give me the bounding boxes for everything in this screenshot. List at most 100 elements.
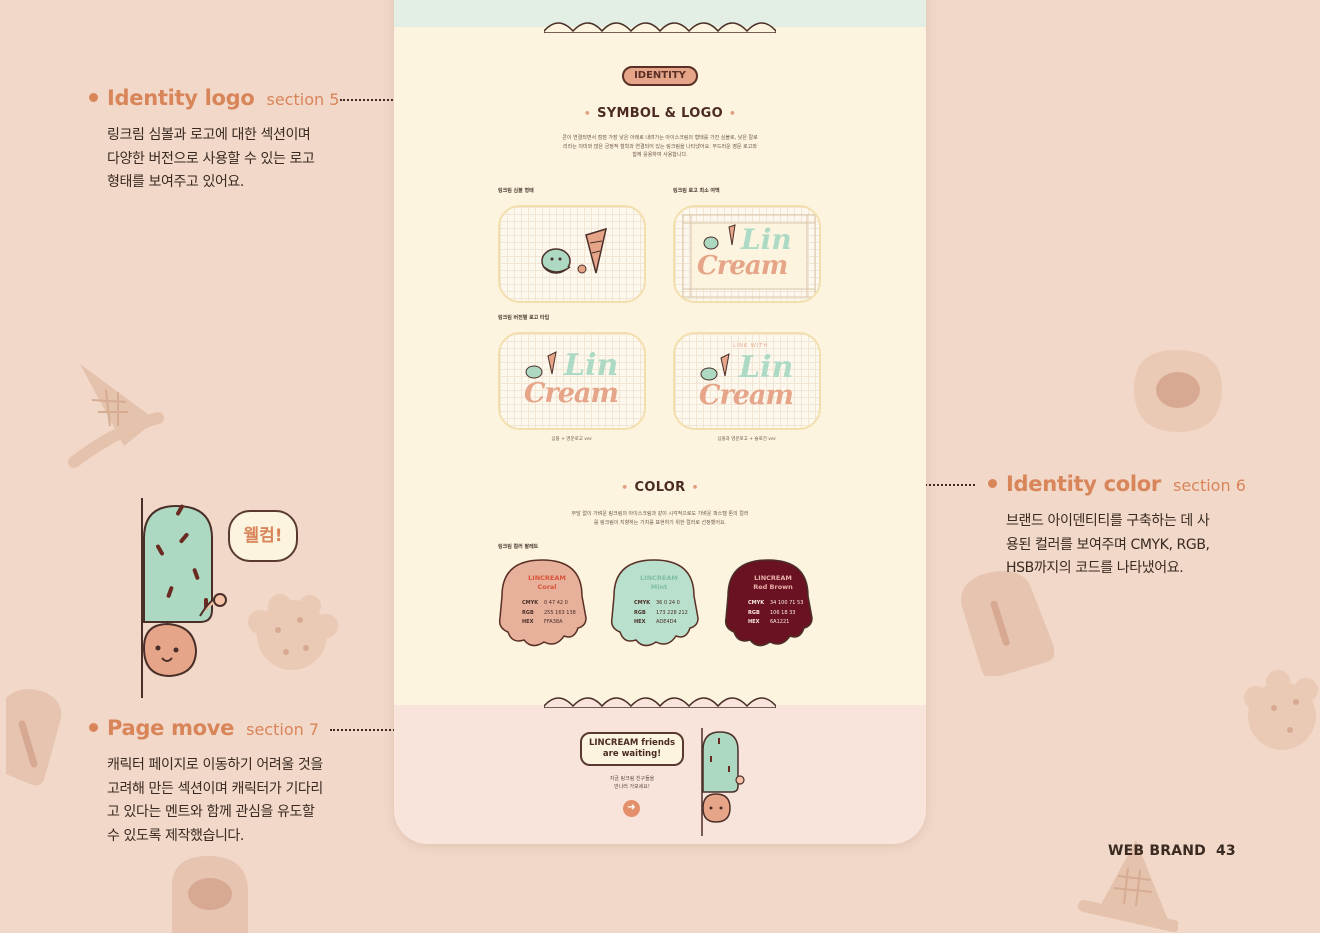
label-symbol: 링크림 심볼 형태 — [498, 188, 534, 194]
annotation-title: Page move — [107, 716, 235, 740]
logo-word-lin: Lin — [741, 223, 792, 256]
palette-red-brown-label: LINCREAM Red Brown — [728, 574, 818, 592]
palette-brand: LINCREAM — [640, 574, 678, 582]
logo-word-cream: Cream — [699, 380, 794, 411]
cmyk-value: 34 100 71 53 — [770, 600, 804, 606]
identity-pill: IDENTITY — [622, 66, 698, 86]
popsicle-decoration-icon — [6, 689, 62, 786]
mockup-bottom-band — [394, 705, 926, 844]
character-peek-icon — [141, 498, 227, 698]
cone-decoration-icon — [68, 364, 164, 468]
hex-value: FFA38A — [544, 619, 563, 625]
annotation-line: 다양한 버전으로 사용할 수 있는 로고 — [107, 150, 315, 167]
key-label: HEX — [634, 619, 646, 625]
friends-line-1: LINCREAM friends — [588, 738, 676, 748]
annotation-title: Identity logo — [107, 86, 255, 110]
section-title-symbol: • SYMBOL & LOGO • — [583, 106, 737, 121]
friends-line-2: are waiting! — [602, 749, 662, 759]
scoop-red-brown-icon — [724, 559, 813, 647]
bullet-dot — [988, 479, 997, 488]
annotation-line: 용된 컬러를 보여주며 CMYK, RGB, — [1006, 536, 1210, 553]
logo-min-space-card: Lin Cream — [673, 205, 821, 303]
caption-version-1: 심볼 + 영문로고 ver. — [551, 437, 593, 442]
palette-coral-hex: HEX FFA38A — [522, 619, 563, 625]
symbol-card — [498, 205, 646, 303]
logo-symbol-icon — [525, 351, 557, 379]
symbol-title: SYMBOL & LOGO — [597, 106, 723, 121]
palette-mint-rgb: RGB 173 228 212 — [634, 610, 688, 616]
cmyk-value: 36 0 24 0 — [656, 600, 680, 606]
bullet-dot — [89, 93, 98, 102]
go-to-characters-button[interactable]: ➜ — [623, 800, 640, 817]
annotation-line: 고 있다는 멘트와 함께 관심을 유도할 — [107, 804, 315, 820]
greeting-bubble: 웰컴! — [228, 510, 298, 562]
annotation-line: 링크림 심볼과 로고에 대한 섹션이며 — [107, 127, 311, 143]
cone-decoration-icon — [1078, 840, 1178, 932]
scoop-decoration-icon — [1134, 350, 1222, 432]
palette-brand: LINCREAM — [528, 574, 566, 582]
logo-word-cream: Cream — [524, 378, 619, 409]
invite-line-1: 지금 링크림 친구들을 — [609, 776, 655, 782]
label-palette: 링크림 컬러 팔레트 — [498, 544, 539, 550]
key-label: RGB — [748, 610, 760, 616]
hex-value: 6A1221 — [770, 619, 790, 625]
annotation-identity-color: Identity color section 6 브랜드 아이덴티티를 구축하는… — [988, 472, 1246, 581]
annotation-line: 고려해 만든 섹션이며 캐릭터가 기다리 — [107, 780, 323, 797]
palette-coral-label: LINCREAM Coral — [502, 574, 592, 592]
palette-red-brown-hex: HEX 6A1221 — [748, 619, 789, 625]
rgb-value: 255 163 138 — [544, 610, 576, 616]
footer-brand: WEB BRAND 43 — [1108, 843, 1236, 859]
logo-word-lin: Lin — [739, 350, 794, 385]
character-peek-small-icon — [701, 728, 745, 836]
palette-mint-label: LINCREAM Mint — [614, 574, 704, 592]
caption-version-2: 심볼과 영문로고 + 슬로건 ver. — [717, 437, 777, 442]
palette-name: Mint — [650, 583, 668, 591]
invite-text: 지금 링크림 친구들을 만나러 가보세요! — [580, 775, 684, 791]
logo-version-card-1: Lin Cream — [498, 332, 646, 430]
hex-value: ADE4D4 — [656, 619, 677, 625]
section-title-color: • COLOR • — [621, 480, 699, 495]
annotation-line: HSB까지의 코드를 나타냈어요. — [1006, 560, 1184, 576]
rgb-value: 173 228 212 — [656, 610, 688, 616]
mockup-top-band — [394, 0, 926, 27]
annotation-section: section 7 — [246, 720, 320, 739]
palette-coral-rgb: RGB 255 163 138 — [522, 610, 576, 616]
palette-name: Red Brown — [753, 583, 793, 591]
logo-version-card-2: LINK WITH Lin Cream — [673, 332, 821, 430]
symbol-description: 콘이 연결되면서 점점 가장 낮은 아래로 내려가는 아이스크림의 형태를 가진… — [562, 135, 758, 158]
palette-scoops — [498, 559, 813, 647]
scoop-coral-icon — [498, 559, 587, 647]
key-label: RGB — [634, 610, 646, 616]
key-label: RGB — [522, 610, 534, 616]
palette-name: Coral — [537, 583, 557, 591]
palette-coral-cmyk: CMYK 0 47 42 0 — [522, 600, 568, 606]
web-page-mockup: IDENTITY • SYMBOL & LOGO • 콘이 연결되면서 점점 가장 … — [394, 0, 926, 844]
min-space-guide-icon — [682, 214, 816, 298]
ice-cream-symbol-icon — [541, 227, 608, 274]
annotation-line: 수 있도록 제작했습니다. — [107, 827, 244, 844]
annotation-section: section 6 — [1172, 476, 1246, 495]
footer-brand-label: WEB BRAND — [1108, 843, 1206, 859]
annotation-section: section 5 — [266, 90, 340, 109]
scoop-decoration-icon — [171, 856, 248, 933]
annotation-title: Identity color — [1006, 472, 1161, 496]
friends-bubble: LINCREAM friends are waiting! — [580, 732, 684, 766]
key-label: CMYK — [748, 600, 765, 606]
cmyk-value: 0 47 42 0 — [544, 600, 568, 606]
bullet-dot — [89, 723, 98, 732]
label-versions: 링크림 버전별 로고 타입 — [498, 315, 550, 321]
invite-line-2: 만나러 가보세요! — [614, 784, 650, 790]
logo-arc-slogan: LINK WITH — [733, 343, 769, 349]
key-label: HEX — [748, 619, 760, 625]
popsicle-decoration-icon — [961, 571, 1054, 676]
scallop-divider — [544, 22, 776, 33]
page-number: 43 — [1215, 843, 1236, 859]
cookie-decoration-icon — [248, 594, 338, 670]
palette-brand: LINCREAM — [754, 574, 792, 582]
palette-red-brown-cmyk: CMYK 34 100 71 53 — [748, 600, 803, 606]
color-description: 부담 없이 가벼운 링크림의 아이스크림과 같이 시각적으로도 가벼운 파스텔 … — [571, 511, 749, 526]
palette-mint-hex: HEX ADE4D4 — [634, 619, 677, 625]
annotation-line: 형태를 보여주고 있어요. — [107, 174, 244, 190]
scallop-divider — [544, 697, 776, 708]
cookie-decoration-icon — [1244, 670, 1318, 750]
